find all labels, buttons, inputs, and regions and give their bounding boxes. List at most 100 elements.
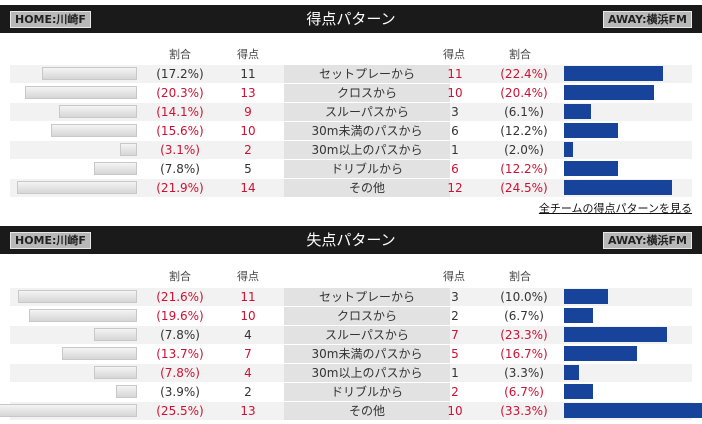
away-ratio-bar <box>564 308 593 323</box>
home-ratio-bar <box>59 105 137 118</box>
category-label: その他 <box>348 404 385 418</box>
away-team-badge: AWAY:横浜FM <box>603 232 692 249</box>
category-cell <box>284 141 450 159</box>
away-ratio-value: (3.3%) <box>504 366 544 380</box>
away-count-value: 6 <box>451 162 459 176</box>
away-count-value: 2 <box>451 385 459 399</box>
home-ratio-header: 割合 <box>169 48 191 61</box>
away-ratio-bar <box>564 123 618 138</box>
home-ratio-value: (7.8%) <box>160 162 200 176</box>
home-ratio-value: (7.8%) <box>160 328 200 342</box>
away-ratio-value: (2.0%) <box>504 143 544 157</box>
away-count-value: 3 <box>451 105 459 119</box>
home-ratio-bar <box>17 181 137 194</box>
pattern-row: (15.6%) 10 30m未満のパスから 6 (12.2%) <box>10 122 692 141</box>
conceded-pattern-section: HOME:川崎F 失点パターン AWAY:横浜FM 割合 得点 得点 割合 (2… <box>0 226 702 424</box>
away-count-value: 6 <box>451 124 459 138</box>
home-ratio-value: (21.6%) <box>156 290 204 304</box>
away-ratio-value: (33.3%) <box>500 404 548 418</box>
category-cell <box>284 65 450 83</box>
category-cell <box>284 103 450 121</box>
home-ratio-bar <box>94 328 137 341</box>
away-count-value: 1 <box>451 366 459 380</box>
home-ratio-value: (21.9%) <box>156 181 204 195</box>
category-label: スルーパスから <box>325 105 409 119</box>
category-label: ドリブルから <box>330 162 403 176</box>
away-points-header: 得点 <box>443 270 465 283</box>
category-cell <box>284 345 450 363</box>
pattern-row: (7.8%) 4 スルーパスから 7 (23.3%) <box>10 326 692 345</box>
pattern-row: (19.6%) 10 クロスから 2 (6.7%) <box>10 307 692 326</box>
away-ratio-bar <box>564 384 593 399</box>
home-ratio-value: (13.7%) <box>156 347 204 361</box>
away-ratio-bar <box>564 289 608 304</box>
pattern-row: (25.5%) 13 その他 10 (33.3%) <box>0 402 702 421</box>
away-count-value: 7 <box>451 328 459 342</box>
all-teams-link[interactable]: 全チームの得点パターンを見る <box>538 202 692 215</box>
home-count-value: 9 <box>244 105 252 119</box>
away-ratio-header: 割合 <box>509 48 531 61</box>
away-ratio-value: (10.0%) <box>500 290 548 304</box>
home-ratio-bar <box>29 309 137 322</box>
category-label: その他 <box>348 181 385 195</box>
away-ratio-bar <box>564 365 579 380</box>
away-ratio-bar <box>564 85 654 100</box>
home-ratio-bar <box>94 162 137 175</box>
section-title: 得点パターン <box>306 10 396 28</box>
away-ratio-value: (6.7%) <box>504 385 544 399</box>
category-cell <box>284 160 450 178</box>
category-cell <box>284 326 450 344</box>
home-team-badge: HOME:川崎F <box>10 11 91 28</box>
away-team-badge: AWAY:横浜FM <box>603 11 692 28</box>
category-label: ドリブルから <box>330 385 403 399</box>
category-label: 30m以上のパスから <box>311 366 423 380</box>
category-cell <box>284 383 450 401</box>
away-ratio-value: (16.7%) <box>500 347 548 361</box>
away-count-value: 2 <box>451 309 459 323</box>
section-title: 失点パターン <box>306 231 396 249</box>
home-count-value: 7 <box>244 347 252 361</box>
home-count-value: 13 <box>240 404 256 418</box>
category-cell <box>284 364 450 382</box>
home-ratio-bar <box>42 67 137 80</box>
home-count-value: 11 <box>240 67 256 81</box>
home-ratio-bar <box>25 86 137 99</box>
home-ratio-bar <box>120 143 137 156</box>
category-label: 30m未満のパスから <box>311 347 423 361</box>
pattern-row: (3.1%) 2 30m以上のパスから 1 (2.0%) <box>10 141 692 160</box>
pattern-row: (17.2%) 11 セットプレーから 11 (22.4%) <box>10 65 692 84</box>
away-ratio-bar <box>564 327 667 342</box>
scoring-pattern-section: HOME:川崎F 得点パターン AWAY:横浜FM 割合 得点 得点 割合 (1… <box>0 5 702 218</box>
home-ratio-value: (15.6%) <box>156 124 204 138</box>
away-count-value: 10 <box>447 404 463 418</box>
away-ratio-value: (6.1%) <box>504 105 544 119</box>
category-label: スルーパスから <box>325 328 409 342</box>
pattern-row: (13.7%) 7 30m未満のパスから 5 (16.7%) <box>10 345 692 364</box>
home-count-value: 10 <box>240 124 256 138</box>
away-ratio-bar <box>564 104 591 119</box>
away-ratio-bar <box>564 403 702 418</box>
away-ratio-value: (12.2%) <box>500 162 548 176</box>
home-ratio-value: (20.3%) <box>156 86 204 100</box>
pattern-row: (3.9%) 2 ドリブルから 2 (6.7%) <box>10 383 692 402</box>
category-label: クロスから <box>336 86 397 100</box>
home-team-badge: HOME:川崎F <box>10 232 91 249</box>
home-ratio-header: 割合 <box>169 270 191 283</box>
pattern-row: (20.3%) 13 クロスから 10 (20.4%) <box>10 84 692 103</box>
home-ratio-value: (14.1%) <box>156 105 204 119</box>
home-ratio-bar <box>18 290 137 303</box>
home-count-value: 13 <box>240 86 256 100</box>
away-ratio-bar <box>564 66 663 81</box>
category-cell <box>284 307 450 325</box>
away-count-value: 3 <box>451 290 459 304</box>
category-label: 30m以上のパスから <box>311 143 423 157</box>
category-label: セットプレーから <box>318 67 415 81</box>
home-count-value: 11 <box>240 290 256 304</box>
home-count-value: 4 <box>244 328 252 342</box>
away-ratio-value: (23.3%) <box>500 328 548 342</box>
home-ratio-value: (17.2%) <box>156 67 204 81</box>
pattern-row: (21.9%) 14 その他 12 (24.5%) <box>10 179 692 198</box>
home-count-value: 4 <box>244 366 252 380</box>
away-ratio-value: (24.5%) <box>500 181 548 195</box>
away-ratio-header: 割合 <box>509 270 531 283</box>
